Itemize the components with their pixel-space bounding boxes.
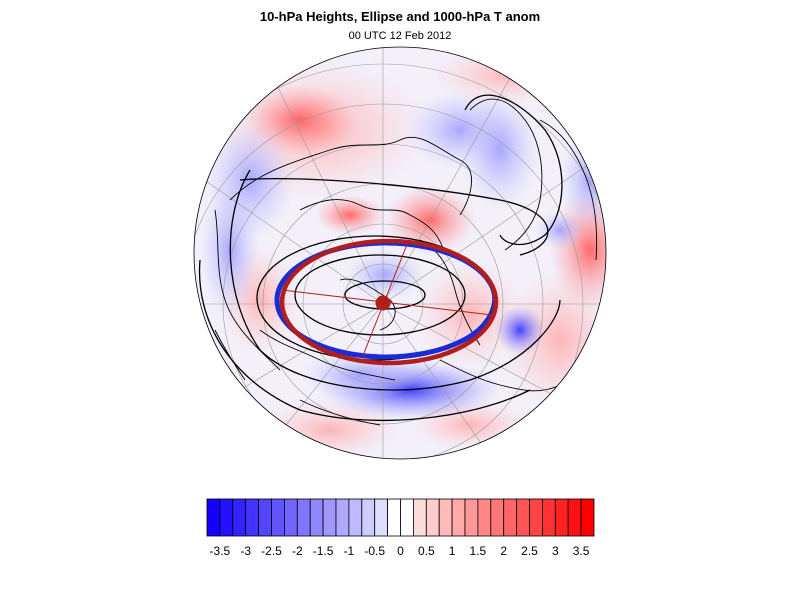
colorbar-box <box>451 498 466 537</box>
colorbar-box <box>580 498 595 537</box>
colorbar-box <box>374 498 389 537</box>
colorbar-tick-label: -1 <box>344 544 355 558</box>
colorbar-box <box>400 498 414 537</box>
colorbar-tick-label: 0 <box>397 544 404 558</box>
colorbar-box <box>503 498 518 537</box>
colorbar-box <box>296 498 311 537</box>
figure-title: 10-hPa Heights, Ellipse and 1000-hPa T a… <box>259 9 541 24</box>
colorbar-box <box>387 498 401 537</box>
colorbar-tick-label: 3.5 <box>573 544 590 558</box>
colorbar-tick-label: -3.5 <box>210 544 231 558</box>
colorbar-box <box>219 498 234 537</box>
colorbar-tick-label: 2.5 <box>521 544 538 558</box>
colorbar-box <box>412 498 427 537</box>
colorbar-tick-label: -3 <box>240 544 251 558</box>
vortex-center-marker <box>375 295 391 311</box>
colorbar-tick-label: 1.5 <box>470 544 487 558</box>
colorbar-tick-label: 3 <box>552 544 559 558</box>
colorbar-box <box>425 498 440 537</box>
colorbar-box <box>283 498 298 537</box>
colorbar-box <box>245 498 259 537</box>
colorbar-box <box>322 498 337 537</box>
colorbar-box <box>490 498 505 537</box>
colorbar-labels: -3.5 -3 -2.5 -2 -1.5 -1 -0.5 0 0.5 1 1.5 2 2.5 3 3.5 <box>210 544 590 558</box>
colorbar-tick-label: 1 <box>449 544 456 558</box>
colorbar-box <box>516 498 530 537</box>
colorbar-box <box>361 498 376 537</box>
colorbar-tick-label: -2 <box>292 544 303 558</box>
colorbar-tick-label: 0.5 <box>418 544 435 558</box>
colorbar-box <box>206 498 221 537</box>
colorbar-box <box>335 498 350 537</box>
map-boundary <box>193 46 607 460</box>
colorbar-box <box>554 498 569 537</box>
colorbar-tick-label: -1.5 <box>313 544 334 558</box>
colorbar-box <box>464 498 479 537</box>
colorbar-box <box>529 498 543 537</box>
colorbar-box <box>477 498 492 537</box>
height-contours <box>198 94 563 422</box>
colorbar-box <box>232 498 247 537</box>
figure-subtitle: 00 UTC 12 Feb 2012 <box>348 30 452 42</box>
colorbar-box <box>438 498 453 537</box>
colorbar-tick-label: -0.5 <box>364 544 385 558</box>
colorbar-box <box>258 498 272 537</box>
colorbar-tick-label: -2.5 <box>261 544 282 558</box>
colorbar-box <box>542 498 556 537</box>
graticule <box>194 47 606 459</box>
colorbar-box <box>271 498 285 537</box>
colorbar-boxes <box>206 498 595 537</box>
colorbar-tick-label: 2 <box>500 544 507 558</box>
colorbar-box <box>309 498 324 537</box>
temperature-anomaly-shading <box>194 47 606 459</box>
colorbar-box <box>348 498 363 537</box>
colorbar-box <box>567 498 582 537</box>
coastlines <box>214 98 598 426</box>
